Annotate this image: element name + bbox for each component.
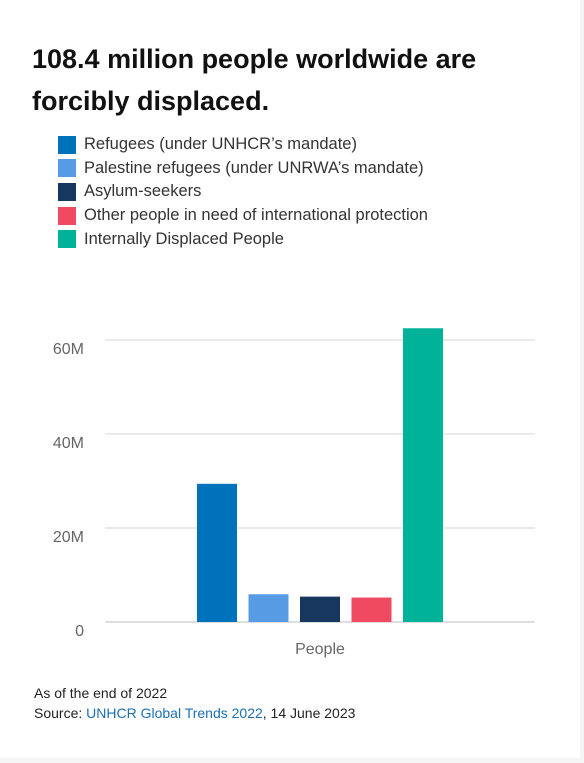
- y-tick-label: 0: [75, 623, 84, 640]
- bar[interactable]: [351, 597, 392, 622]
- chart-title: 108.4 million people worldwide are forci…: [32, 44, 477, 116]
- legend-label: Asylum-seekers: [84, 182, 202, 201]
- bar[interactable]: [248, 594, 289, 622]
- bar[interactable]: [300, 596, 340, 622]
- y-axis-ticks: 0 20M 40M 60M: [53, 341, 84, 640]
- footer-source: Source: UNHCR Global Trends 2022, 14 Jun…: [34, 703, 355, 723]
- bar[interactable]: [403, 328, 443, 622]
- footer-note: As of the end of 2022: [34, 685, 168, 701]
- x-axis-ticks: People: [295, 641, 345, 658]
- legend-item[interactable]: Asylum-seekers: [58, 180, 428, 204]
- legend-item[interactable]: Internally Displaced People: [58, 227, 428, 251]
- bar-chart: 0 20M 40M 60M People: [53, 328, 535, 658]
- legend-swatch: [58, 135, 76, 154]
- legend-item[interactable]: Refugees (under UNHCR’s mandate): [58, 133, 428, 157]
- legend-swatch: [58, 159, 76, 178]
- footer: As of the end of 2022 Source: UNHCR Glob…: [34, 683, 355, 723]
- legend-item[interactable]: Palestine refugees (under UNRWA’s mandat…: [58, 157, 428, 181]
- source-prefix: Source:: [34, 705, 87, 721]
- legend-swatch: [58, 206, 76, 225]
- legend-swatch: [58, 230, 76, 249]
- legend-label: Refugees (under UNHCR’s mandate): [84, 135, 357, 154]
- legend-swatch: [58, 182, 76, 201]
- bar[interactable]: [197, 483, 237, 622]
- source-link[interactable]: UNHCR Global Trends 2022: [86, 705, 263, 721]
- bars: [197, 328, 443, 622]
- y-tick-label: 20M: [53, 529, 84, 546]
- legend-label: Other people in need of international pr…: [84, 206, 428, 225]
- y-tick-label: 40M: [53, 435, 84, 452]
- source-suffix: , 14 June 2023: [262, 705, 356, 721]
- y-tick-label: 60M: [53, 341, 84, 358]
- legend-label: Internally Displaced People: [84, 229, 284, 248]
- grid-lines: [105, 339, 535, 623]
- legend-label: Palestine refugees (under UNRWA’s mandat…: [84, 158, 424, 177]
- x-tick-label: People: [295, 641, 345, 658]
- legend-item[interactable]: Other people in need of international pr…: [58, 204, 428, 228]
- legend: Refugees (under UNHCR’s mandate) Palestin…: [58, 133, 428, 251]
